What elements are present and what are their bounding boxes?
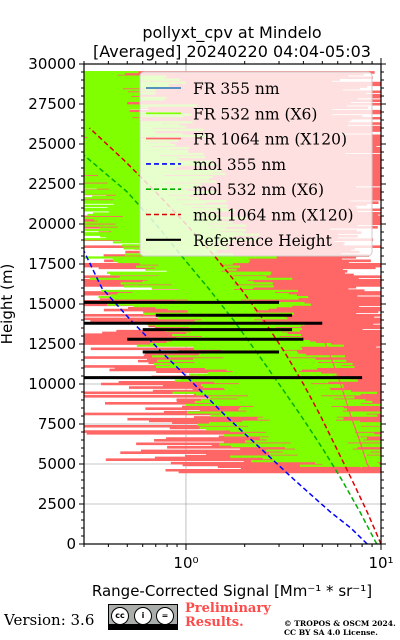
legend-label: FR 1064 nm (X120) — [193, 131, 347, 149]
preliminary-results-note: Preliminary Results. — [185, 602, 271, 630]
y-tick-label: 10000 — [28, 375, 76, 393]
chart: pollyxt_cpv at Mindelo [Averaged] 202402… — [0, 23, 394, 600]
cc-strip — [109, 624, 177, 629]
legend-label: FR 355 nm — [193, 80, 280, 98]
preliminary-line-2: Results. — [185, 615, 244, 630]
attribution-icon: i — [134, 607, 152, 625]
legend-label: mol 532 nm (X6) — [193, 181, 324, 199]
y-tick-label: 5000 — [38, 455, 76, 473]
y-axis-label: Height (m) — [0, 264, 16, 345]
y-tick-label: 0 — [66, 535, 76, 553]
y-tick-label: 22500 — [28, 175, 76, 193]
y-tick-label: 17500 — [28, 255, 76, 273]
axis-ticks: 0 2500 5000 7500 10000 12500 15000 17500 20000 22… — [28, 55, 393, 572]
x-axis-label: Range-Corrected Signal [Mm⁻¹ * sr⁻¹] — [92, 582, 372, 600]
y-tick-label: 27500 — [28, 95, 76, 113]
cc-icon: cc — [111, 607, 129, 625]
chart-title: pollyxt_cpv at Mindelo — [142, 23, 321, 43]
x-tick-label: 10⁰ — [173, 554, 198, 572]
cc-license-badge: cc i = — [108, 604, 178, 630]
version-label: Version: 3.6 — [4, 611, 95, 629]
y-tick-label: 12500 — [28, 335, 76, 353]
y-tick-label: 2500 — [38, 495, 76, 513]
legend-label: mol 355 nm — [193, 156, 286, 174]
series-line — [88, 127, 381, 544]
copyright-line-1: © TROPOS & OSCM 2024. — [284, 619, 396, 628]
y-tick-label: 25000 — [28, 135, 76, 153]
chart-subtitle: [Averaged] 20240220 04:04-05:03 — [93, 42, 371, 61]
legend: FR 355 nm FR 532 nm (X6) FR 1064 nm (X120)… — [139, 71, 373, 257]
y-tick-label: 30000 — [28, 55, 76, 73]
legend-label: mol 1064 nm (X120) — [193, 207, 354, 225]
y-tick-label: 7500 — [38, 415, 76, 433]
preliminary-line-1: Preliminary — [185, 601, 271, 616]
y-tick-label: 20000 — [28, 215, 76, 233]
x-tick-label: 10¹ — [368, 554, 393, 572]
legend-box — [139, 71, 373, 257]
legend-label: Reference Height — [193, 232, 333, 250]
legend-label: FR 532 nm (X6) — [193, 105, 317, 123]
copyright-line-2: CC BY SA 4.0 License. — [284, 628, 378, 637]
y-tick-label: 15000 — [28, 295, 76, 313]
copyright-note: © TROPOS & OSCM 2024. CC BY SA 4.0 Licen… — [284, 619, 396, 637]
series-line — [84, 250, 368, 544]
reference-height-layer — [84, 300, 363, 380]
series-line — [91, 71, 363, 468]
share-alike-icon: = — [156, 607, 174, 625]
